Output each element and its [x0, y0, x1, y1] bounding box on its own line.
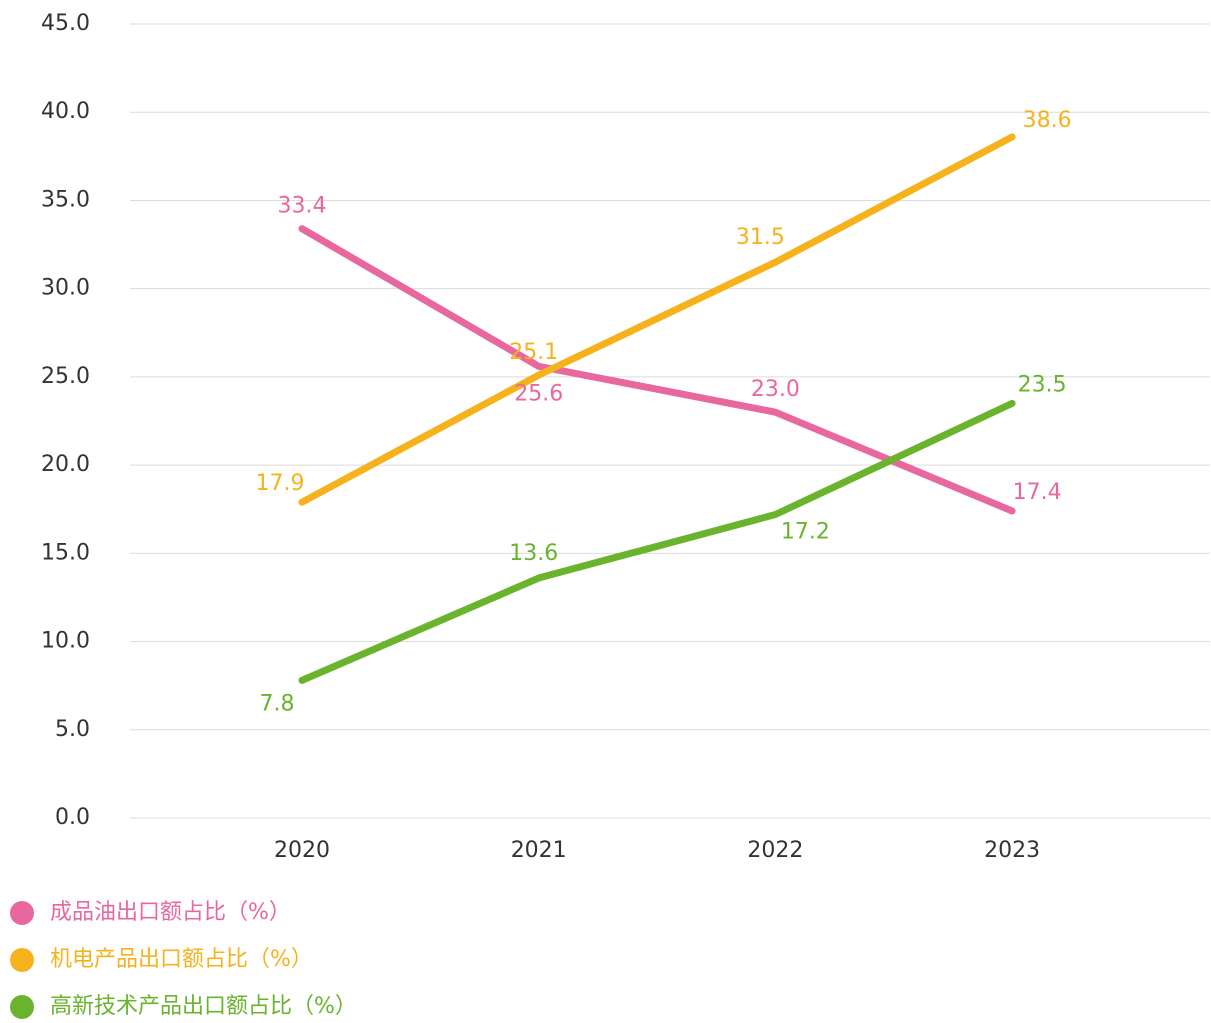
y-tick-label: 25.0	[41, 364, 90, 389]
series-line	[298, 133, 1016, 506]
data-label: 13.6	[509, 541, 558, 566]
legend-marker	[10, 901, 34, 925]
y-tick-label: 45.0	[41, 11, 90, 36]
data-label: 17.2	[781, 520, 830, 545]
data-label: 23.0	[751, 377, 800, 402]
y-tick-label: 40.0	[41, 99, 90, 124]
legend-marker	[10, 948, 34, 972]
y-tick-label: 10.0	[41, 629, 90, 654]
x-tick-label: 2020	[274, 838, 330, 863]
data-label: 25.1	[509, 340, 558, 365]
legend-label: 高新技术产品出口额占比（%）	[50, 994, 357, 1019]
legend-label: 机电产品出口额占比（%）	[50, 947, 313, 972]
y-tick-label: 15.0	[41, 540, 90, 565]
y-tick-label: 5.0	[55, 717, 90, 742]
x-tick-label: 2023	[984, 838, 1040, 863]
legend-marker	[10, 995, 34, 1019]
data-label: 17.9	[256, 471, 305, 496]
data-label: 38.6	[1023, 108, 1072, 133]
legend-label: 成品油出口额占比（%）	[50, 900, 291, 925]
y-tick-label: 20.0	[41, 452, 90, 477]
x-tick-label: 2021	[511, 838, 567, 863]
data-label: 25.6	[514, 381, 563, 406]
data-label: 31.5	[736, 225, 785, 250]
data-label: 23.5	[1018, 372, 1067, 397]
y-tick-label: 35.0	[41, 187, 90, 212]
y-tick-label: 0.0	[55, 805, 90, 830]
x-tick-label: 2022	[747, 838, 803, 863]
series-line	[298, 399, 1016, 684]
data-label: 17.4	[1013, 480, 1062, 505]
data-label: 7.8	[260, 691, 295, 716]
data-label: 33.4	[278, 194, 327, 219]
series-line	[298, 225, 1016, 515]
y-tick-label: 30.0	[41, 276, 90, 301]
